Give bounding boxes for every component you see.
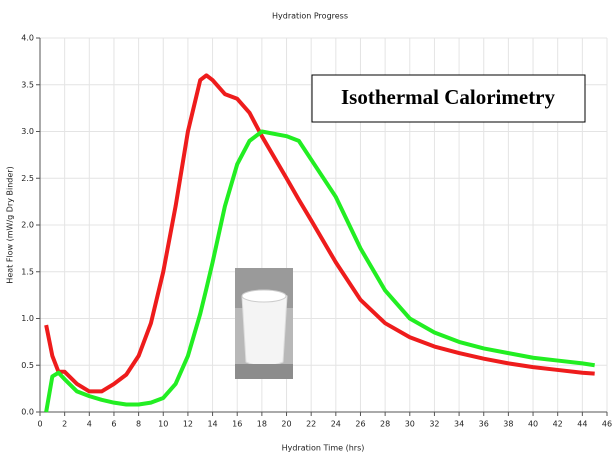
y-tick-label: 3.0 (21, 127, 34, 136)
x-tick-label: 2 (62, 420, 67, 429)
x-tick-label: 16 (232, 420, 242, 429)
y-tick-label: 1.5 (21, 267, 34, 276)
photo (235, 268, 293, 379)
x-tick-label: 4 (87, 420, 92, 429)
data-line (44, 73, 595, 394)
plot-area: 0.00.51.01.52.02.53.03.54.00 2 4 6 8 10 12 14 16… (21, 34, 612, 429)
x-tick-label: 34 (454, 420, 464, 429)
x-tick-label: 36 (479, 420, 489, 429)
x-tick-label: 42 (553, 420, 563, 429)
x-tick-label: 26 (355, 420, 365, 429)
y-tick-label: 4.0 (21, 34, 34, 43)
x-tick-label: 46 (602, 420, 612, 429)
x-tick-label: 24 (331, 420, 341, 429)
x-tick-label: 8 (136, 420, 141, 429)
x-tick-label: 28 (380, 420, 390, 429)
x-tick-label: 22 (306, 420, 316, 429)
x-tick-label: 44 (577, 420, 587, 429)
y-tick-label: 3.5 (21, 80, 34, 89)
y-tick-label: 2.5 (21, 174, 34, 183)
y-tick-label: 0.0 (21, 408, 34, 417)
annotation: Isothermal Calorimetry (341, 85, 556, 109)
y-tick-label: 0.5 (21, 361, 34, 370)
y-tick-label: 2.0 (21, 221, 34, 230)
x-tick-label: 14 (207, 420, 217, 429)
x-tick-label: 30 (405, 420, 415, 429)
annotation-box (311, 74, 586, 123)
x-tick-label: 6 (111, 420, 116, 429)
chart-title: Hydration Progress (272, 12, 348, 21)
x-tick-label: 40 (528, 420, 538, 429)
y-axis-label: Heat Flow (mW/g Dry Binder) (6, 166, 15, 283)
x-axis-label: Hydration Time (hrs) (282, 444, 365, 453)
x-tick-label: 18 (257, 420, 267, 429)
x-tick-label: 10 (158, 420, 168, 429)
x-tick-label: 12 (183, 420, 193, 429)
x-tick-label: 20 (281, 420, 291, 429)
x-tick-label: 32 (429, 420, 439, 429)
y-tick-label: 1.0 (21, 314, 34, 323)
data-line (44, 129, 595, 413)
x-tick-label: 38 (503, 420, 513, 429)
x-tick-label: 0 (37, 420, 42, 429)
